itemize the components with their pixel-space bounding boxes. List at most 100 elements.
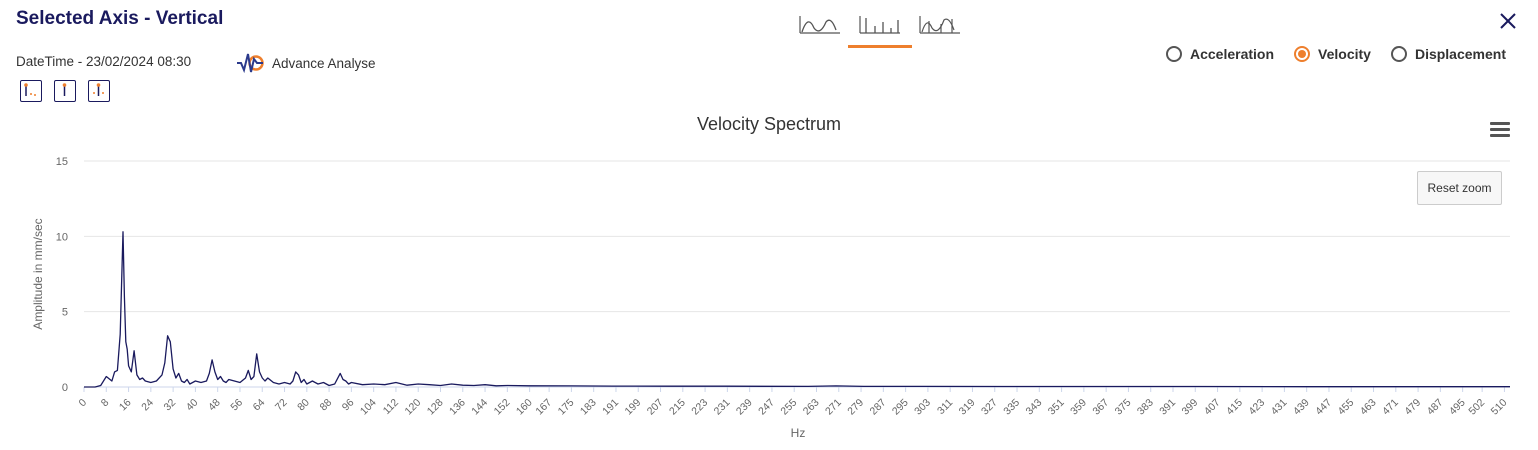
x-tick-label: 56 [228,397,245,414]
x-tick-label: 183 [578,397,599,418]
x-tick-label: 415 [1224,397,1245,418]
x-tick-label: 383 [1135,397,1156,418]
x-tick-label: 343 [1024,397,1045,418]
cursor-toolbar [20,80,110,102]
x-tick-label: 152 [492,397,513,418]
x-tick-label: 88 [317,397,334,414]
reset-zoom-button[interactable]: Reset zoom [1417,171,1502,205]
close-icon[interactable] [1497,10,1519,32]
y-tick-label: 5 [62,307,68,319]
x-tick-label: 207 [645,397,666,418]
x-tick-label: 287 [868,397,889,418]
x-tick-label: 407 [1202,397,1223,418]
advance-analyse-icon [237,53,264,74]
x-tick-label: 495 [1447,397,1468,418]
datetime-label: DateTime - 23/02/2024 08:30 [16,54,192,69]
x-tick-label: 24 [139,397,156,414]
x-tick-label: 479 [1402,397,1423,418]
x-tick-label: 48 [206,397,223,414]
y-tick-label: 15 [56,156,68,168]
x-tick-label: 375 [1113,397,1134,418]
x-tick-label: 455 [1335,397,1356,418]
advance-analyse-link[interactable]: Advance Analyse [236,50,376,76]
radio-velocity[interactable]: Velocity [1294,46,1371,62]
cursor-single-icon[interactable] [54,80,76,102]
radio-label: Displacement [1414,46,1506,62]
x-tick-label: 263 [801,397,822,418]
x-tick-label: 391 [1157,397,1178,418]
x-tick-label: 327 [979,397,1000,418]
x-tick-label: 463 [1358,397,1379,418]
x-tick-label: 510 [1489,397,1510,418]
x-tick-label: 175 [556,397,577,418]
series-line [84,231,1510,388]
advance-analyse-label: Advance Analyse [272,55,376,71]
page-title: Selected Axis - Vertical [16,8,224,29]
x-tick-label: 447 [1313,397,1334,418]
tab-waveform[interactable] [790,12,850,46]
unit-radio-group: Acceleration Velocity Displacement [1146,46,1506,62]
x-tick-label: 247 [756,397,777,418]
x-tick-label: 431 [1269,397,1290,418]
x-tick-label: 96 [340,397,357,414]
radio-circle[interactable] [1390,46,1407,62]
x-tick-label: 231 [712,397,733,418]
x-tick-label: 423 [1246,397,1267,418]
view-tabs [790,12,970,48]
x-axis-title: Hz [791,426,806,440]
chart-menu-icon[interactable] [1490,122,1510,138]
radio-circle[interactable] [1165,46,1182,62]
x-tick-label: 80 [295,397,312,414]
x-tick-label: 303 [912,397,933,418]
x-tick-label: 112 [381,397,401,417]
x-tick-label: 167 [533,397,554,418]
x-tick-label: 120 [402,397,423,418]
y-axis-title: Amplitude in mm/sec [31,218,45,329]
x-tick-label: 439 [1291,397,1312,418]
x-tick-label: 40 [184,397,201,414]
x-tick-label: 502 [1466,397,1487,418]
x-tick-label: 32 [161,397,178,414]
x-tick-label: 8 [99,397,112,410]
x-tick-label: 239 [734,397,755,418]
tab-waveform-spectrum[interactable] [910,12,970,46]
x-tick-label: 471 [1380,397,1401,418]
x-tick-label: 191 [600,397,621,418]
radio-displacement[interactable]: Displacement [1390,46,1506,62]
tab-spectrum[interactable] [848,12,912,48]
x-tick-label: 16 [117,397,134,414]
x-tick-label: 128 [425,397,446,418]
x-tick-label: 335 [1001,397,1022,418]
x-tick-label: 367 [1090,397,1111,418]
radio-circle[interactable] [1294,46,1311,62]
radio-acceleration[interactable]: Acceleration [1165,46,1275,62]
y-tick-label: 10 [56,231,68,243]
waveform-icon [799,16,840,34]
radio-label: Acceleration [1189,46,1275,62]
x-tick-label: 215 [667,397,688,418]
spectrum-icon [859,16,900,34]
radio-label: Velocity [1318,46,1371,62]
cursor-sideband-icon[interactable] [88,80,110,102]
x-tick-label: 487 [1425,397,1446,418]
x-tick-label: 271 [823,397,844,418]
x-tick-label: 104 [358,397,379,418]
cursor-harmonic-icon[interactable] [20,80,42,102]
x-tick-label: 136 [447,397,468,418]
x-tick-label: 223 [689,397,710,418]
x-tick-label: 351 [1046,397,1067,418]
y-tick-label: 0 [62,382,68,394]
x-tick-label: 311 [935,397,955,417]
x-tick-label: 64 [251,397,268,414]
x-tick-label: 279 [845,397,866,418]
x-tick-label: 160 [514,397,535,418]
x-tick-label: 144 [469,397,490,418]
x-tick-label: 0 [77,397,90,410]
x-tick-label: 399 [1180,397,1201,418]
x-tick-label: 295 [890,397,911,418]
x-tick-label: 359 [1068,397,1089,418]
x-tick-label: 319 [957,397,978,418]
chart-title: Velocity Spectrum [696,114,842,134]
x-tick-label: 72 [273,397,290,414]
